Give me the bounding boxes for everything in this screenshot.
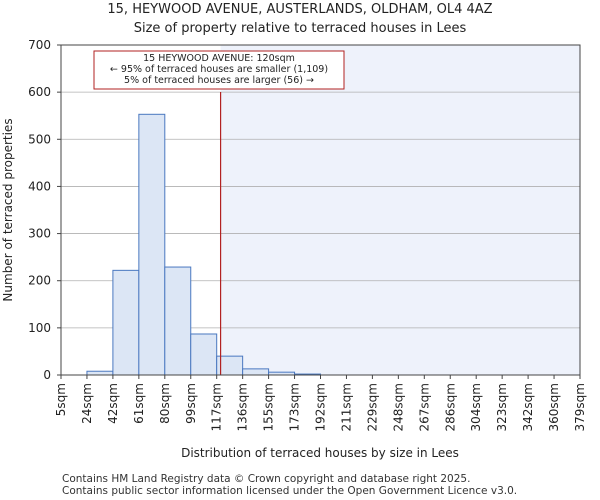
x-tick-label-248sqm: 248sqm (391, 383, 405, 431)
x-tick-label-24sqm: 24sqm (80, 383, 94, 424)
x-tick-label-99sqm: 99sqm (184, 383, 198, 424)
y-axis-label: Number of terraced properties (1, 118, 15, 301)
x-tick-label-117sqm: 117sqm (210, 383, 224, 431)
bar-61sqm (138, 113, 166, 376)
y-tick-label-600: 600 (28, 85, 51, 99)
x-tick-label-286sqm: 286sqm (443, 383, 457, 431)
x-axis-label: Distribution of terraced houses by size … (181, 446, 459, 460)
y-tick-label-500: 500 (28, 132, 51, 146)
x-tick-label-229sqm: 229sqm (365, 383, 379, 431)
x-tick-label-173sqm: 173sqm (288, 383, 302, 431)
bar-99sqm (190, 333, 218, 376)
y-tick-label-700: 700 (28, 38, 51, 52)
property-annotation: 15 HEYWOOD AVENUE: 120sqm ← 95% of terra… (93, 50, 345, 90)
x-tick-label-80sqm: 80sqm (158, 383, 172, 424)
x-tick-label-360sqm: 360sqm (547, 383, 561, 431)
y-tick-label-0: 0 (43, 368, 51, 382)
annotation-box (93, 50, 345, 90)
chart-title-line1: 15, HEYWOOD AVENUE, AUSTERLANDS, OLDHAM,… (107, 2, 493, 17)
x-axis-ticks: 5sqm 24sqm 42sqm 61sqm 80sqm 99sqm 117sqm 136sq… (54, 375, 587, 431)
x-tick-label-136sqm: 136sqm (236, 383, 250, 431)
x-tick-label-61sqm: 61sqm (132, 383, 146, 424)
footer-copyright: Contains HM Land Registry data © Crown c… (62, 473, 471, 485)
x-tick-label-323sqm: 323sqm (495, 383, 509, 431)
x-tick-label-192sqm: 192sqm (314, 383, 328, 431)
x-tick-label-304sqm: 304sqm (469, 383, 483, 431)
bar-80sqm (164, 266, 192, 376)
x-tick-label-5sqm: 5sqm (54, 383, 68, 416)
bar-136sqm (242, 368, 270, 376)
annotation-line2: ← 95% of terraced houses are smaller (1,… (110, 64, 328, 75)
x-tick-label-42sqm: 42sqm (106, 383, 120, 424)
y-tick-label-400: 400 (28, 179, 51, 193)
bar-24sqm (86, 370, 114, 376)
x-tick-label-155sqm: 155sqm (262, 383, 276, 431)
footer-licence: Contains public sector information licen… (62, 485, 518, 497)
bar-42sqm (112, 269, 140, 376)
annotation-line3: 5% of terraced houses are larger (56) → (124, 75, 314, 86)
x-tick-label-379sqm: 379sqm (573, 383, 587, 431)
bars (86, 113, 321, 376)
y-tick-label-100: 100 (28, 321, 51, 335)
y-axis-ticks: 0 100 200 300 400 500 600 700 (28, 38, 61, 382)
annotation-line1: 15 HEYWOOD AVENUE: 120sqm (143, 53, 295, 64)
x-tick-label-267sqm: 267sqm (417, 383, 431, 431)
x-tick-label-211sqm: 211sqm (339, 383, 353, 431)
chart-subtitle: Size of property relative to terraced ho… (133, 21, 467, 36)
x-tick-label-342sqm: 342sqm (521, 383, 535, 431)
y-tick-label-300: 300 (28, 227, 51, 241)
y-tick-label-200: 200 (28, 274, 51, 288)
larger-than-property-region (220, 45, 580, 375)
